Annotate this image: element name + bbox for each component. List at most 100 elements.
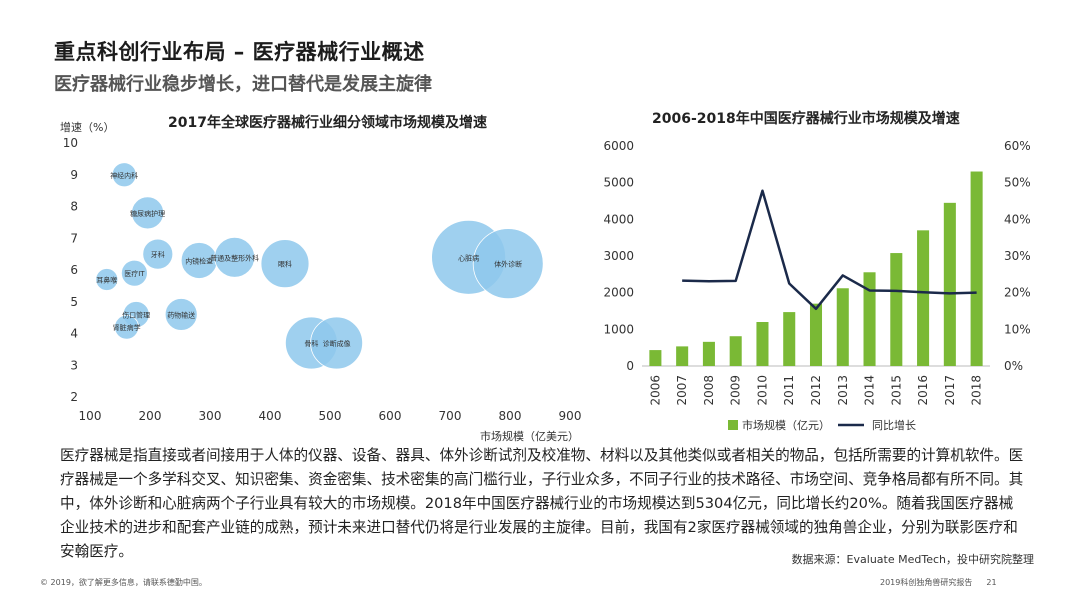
bubble-point: [114, 314, 139, 340]
bubble-point-label: 心脏病: [458, 253, 479, 262]
bubble-point-label: 诊断成像: [323, 339, 351, 348]
bubble-x-tick-label: 900: [559, 409, 582, 423]
bubble-point-label: 骨科: [304, 339, 318, 348]
page-subtitle: 医疗器械行业稳步增长，进口替代是发展主旋律: [54, 74, 432, 95]
bubble-point-label: 耳鼻喉: [96, 276, 117, 285]
bar-x-tick-label: 2012: [809, 375, 823, 406]
bar-x-tick-label: 2014: [863, 375, 877, 406]
bar-y-tick-label: 5000: [603, 176, 634, 190]
bubble-x-axis-label: 市场规模（亿美元）: [480, 429, 579, 443]
bar: [729, 336, 742, 366]
bar: [943, 202, 956, 366]
data-source: 数据来源：Evaluate MedTech，投中研究院整理: [791, 553, 1034, 566]
bubble-point-label: 眼科: [278, 260, 292, 269]
bubble-y-tick-label: 10: [63, 136, 78, 150]
bar-y2-tick-label: 60%: [1004, 139, 1031, 153]
bubble-point-label: 糖尿病护理: [130, 209, 165, 218]
bubble-x-tick-label: 200: [139, 409, 162, 423]
bubble-chart-title: 2017年全球医疗器械行业细分领域市场规模及增速: [168, 115, 487, 131]
bubble-point-label: 神经内科: [110, 171, 138, 180]
bar: [783, 312, 796, 366]
bar: [676, 346, 689, 366]
legend-label-market-size: 市场规模（亿元）: [742, 418, 830, 432]
bar-x-tick-label: 2008: [702, 375, 716, 406]
bar: [890, 253, 903, 366]
bar-y2-tick-label: 10%: [1004, 322, 1031, 336]
bubble-point: [260, 239, 310, 289]
bar-y-tick-label: 0: [626, 359, 634, 373]
bar: [863, 272, 876, 366]
bubble-point: [164, 298, 198, 331]
bubble-point-label: 内镜检查: [185, 256, 213, 265]
bar: [702, 341, 715, 366]
bar-y-tick-label: 4000: [603, 212, 634, 226]
bubble-x-tick-label: 600: [379, 409, 402, 423]
legend-swatch-market-size: [728, 420, 738, 430]
bar-x-tick-label: 2009: [729, 375, 743, 406]
bar-x-tick-label: 2018: [970, 375, 984, 406]
bar: [836, 288, 849, 366]
bubble-point: [95, 268, 119, 291]
bubble-y-tick-label: 9: [70, 168, 78, 182]
bar-x-tick-label: 2017: [943, 375, 957, 406]
bubble-point-label: 牙科: [151, 250, 165, 259]
bar: [809, 303, 823, 366]
bubble-y-axis-label: 增速（%）: [60, 120, 114, 134]
bubble-y-tick-label: 8: [70, 200, 78, 214]
report-name: 2019科创独角兽研究报告: [880, 578, 973, 587]
bubble-y-tick-label: 5: [70, 295, 78, 309]
bar-y2-tick-label: 20%: [1004, 286, 1031, 300]
bubble-point: [142, 238, 174, 270]
bubble-point-label: 体外诊断: [494, 260, 522, 269]
bubble-y-tick-label: 6: [70, 263, 78, 277]
bubble-point-label: 药物输送: [167, 310, 195, 319]
bubble-y-tick-label: 3: [70, 358, 78, 372]
bubble-x-tick-label: 800: [499, 409, 522, 423]
footer-report: 2019科创独角兽研究报告 21: [880, 577, 997, 588]
description-paragraph: 医疗器械是指直接或者间接用于人体的仪器、设备、器具、体外诊断试剂及校准物、材料以…: [60, 447, 1024, 560]
bubble-y-tick-label: 4: [70, 327, 78, 341]
bar-y2-tick-label: 50%: [1004, 176, 1031, 190]
bubble-point-label: 肾脏病学: [113, 323, 141, 332]
bubble-x-tick-label: 500: [319, 409, 342, 423]
bar-x-tick-label: 2016: [916, 375, 930, 406]
bar: [756, 322, 769, 366]
bar-y2-tick-label: 40%: [1004, 212, 1031, 226]
bar: [917, 230, 930, 366]
bubble-y-tick-label: 7: [70, 231, 78, 245]
bar-y2-tick-label: 0%: [1004, 359, 1023, 373]
bar-y2-tick-label: 30%: [1004, 249, 1031, 263]
bar: [649, 350, 662, 366]
bubble-point: [111, 162, 137, 188]
bar-y-tick-label: 3000: [603, 249, 634, 263]
bar-y-tick-label: 6000: [603, 139, 634, 153]
bubble-y-tick-label: 2: [70, 390, 78, 404]
bubble-point: [472, 228, 544, 300]
legend-label-growth: 同比增长: [872, 418, 916, 432]
bubble-point: [214, 236, 256, 278]
page-number: 21: [986, 578, 997, 587]
bubble-x-tick-label: 300: [199, 409, 222, 423]
bubble-point: [131, 196, 165, 230]
page-title: 重点科创行业布局 – 医疗器械行业概述: [54, 40, 425, 64]
bubble-point: [120, 259, 148, 287]
copyright-note: © 2019，欲了解更多信息，请联系德勤中国。: [40, 578, 207, 587]
growth-line: [682, 189, 977, 311]
bar-x-tick-label: 2013: [836, 375, 850, 406]
bubble-point-label: 普通及整形外科: [210, 253, 259, 262]
bubble-x-tick-label: 100: [79, 409, 102, 423]
bar: [970, 171, 983, 366]
bar-y-tick-label: 2000: [603, 286, 634, 300]
bar-x-tick-label: 2006: [648, 375, 662, 406]
bar-x-tick-label: 2010: [755, 375, 769, 406]
bar-x-tick-label: 2011: [782, 375, 796, 406]
bubble-point-label: 医疗IT: [124, 269, 145, 278]
bubble-x-tick-label: 700: [439, 409, 462, 423]
bubble-x-tick-label: 400: [259, 409, 282, 423]
bar-x-tick-label: 2015: [889, 375, 903, 406]
bar-chart-title: 2006-2018年中国医疗器械行业市场规模及增速: [652, 111, 960, 127]
bubble-point: [310, 316, 364, 370]
bubble-point-label: 伤口管理: [122, 310, 150, 319]
bar-y-tick-label: 1000: [603, 322, 634, 336]
